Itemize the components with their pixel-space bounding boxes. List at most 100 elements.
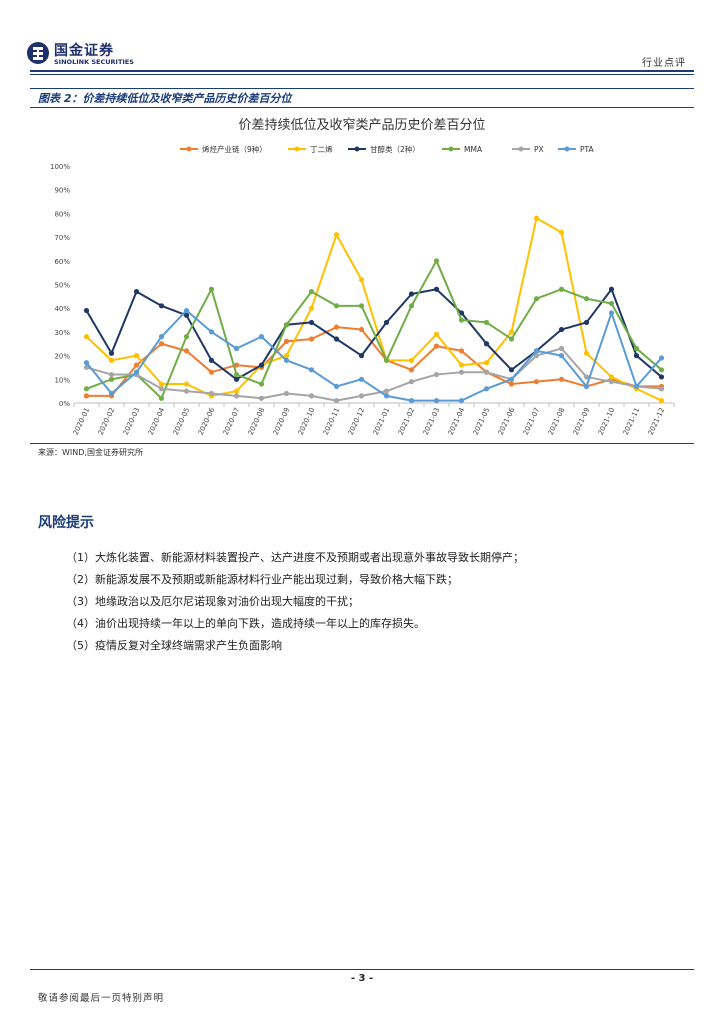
data-point <box>658 386 665 392</box>
data-point <box>258 381 265 387</box>
data-point <box>283 338 290 344</box>
series-line-1 <box>85 217 662 402</box>
data-point <box>158 341 165 347</box>
data-point <box>458 362 465 368</box>
data-point <box>158 381 165 387</box>
legend-label: 烯烃产业链（9种） <box>202 144 267 154</box>
data-point <box>608 310 615 316</box>
data-point <box>508 329 515 335</box>
x-tick-label: 2020-05 <box>172 406 192 436</box>
data-point <box>283 322 290 328</box>
header-divider-thin <box>30 74 694 75</box>
data-point <box>458 348 465 354</box>
sinolink-logo-icon <box>27 42 49 64</box>
data-point <box>508 367 515 373</box>
x-tick-label: 2020-07 <box>222 406 242 436</box>
data-point <box>308 367 315 373</box>
data-point <box>408 379 415 385</box>
data-point <box>533 353 540 359</box>
page-number: - 3 - <box>350 973 374 984</box>
data-point <box>408 303 415 309</box>
data-point <box>558 326 565 333</box>
data-point <box>408 398 415 404</box>
x-tick-label: 2020-01 <box>72 406 92 436</box>
data-point <box>433 371 440 378</box>
data-point <box>383 388 390 394</box>
data-point <box>183 388 190 394</box>
data-point <box>358 393 365 399</box>
x-tick-label: 2020-11 <box>322 406 342 436</box>
data-point <box>233 371 240 378</box>
company-logo: 国金证券 SINOLINK SECURITIES <box>26 40 136 70</box>
data-point <box>633 383 640 390</box>
data-point <box>283 390 290 397</box>
risk-item: （2）新能源发展不及预期或新能源材料行业产能出现过剩，导致价格大幅下跌； <box>66 573 458 586</box>
data-point <box>158 334 165 340</box>
data-point <box>608 374 615 380</box>
y-tick-label: 90% <box>54 187 70 195</box>
data-point <box>383 393 390 399</box>
data-point <box>608 379 615 385</box>
data-point <box>608 300 615 307</box>
data-point <box>383 319 390 326</box>
legend-marker-3 <box>448 146 454 152</box>
x-tick-label: 2021-06 <box>497 406 517 436</box>
x-tick-label: 2020-03 <box>122 406 142 436</box>
data-point <box>458 369 465 375</box>
y-tick-label: 40% <box>54 305 70 313</box>
data-point <box>533 296 540 302</box>
data-point <box>208 329 215 335</box>
x-tick-label: 2020-10 <box>297 406 317 436</box>
x-tick-label: 2020-08 <box>247 406 267 436</box>
y-tick-label: 0% <box>59 400 70 408</box>
footer-divider <box>30 969 694 970</box>
chart-title: 价差持续低位及收窄类产品历史价差百分位 <box>238 117 485 133</box>
risk-item: （5）疫情反复对全球终端需求产生负面影响 <box>66 639 282 652</box>
x-tick-label: 2020-02 <box>97 406 117 436</box>
data-point <box>583 383 590 390</box>
data-point <box>183 312 190 318</box>
data-point <box>108 357 115 363</box>
data-point <box>608 286 615 292</box>
data-point <box>658 367 665 373</box>
x-tick-label: 2020-06 <box>197 406 217 436</box>
data-point <box>83 364 90 371</box>
data-point <box>308 319 315 326</box>
data-point <box>83 360 90 366</box>
data-point <box>183 334 190 340</box>
chart-container: 价差持续低位及收窄类产品历史价差百分位 烯烃产业链（9种） 丁二烯 甘醇类（2种） MM… <box>30 107 694 442</box>
data-point <box>108 371 115 378</box>
data-point <box>333 383 340 390</box>
x-tick-label: 2020-04 <box>147 406 167 436</box>
logo-cn-text: 国金证券 <box>54 43 114 59</box>
data-point <box>583 374 590 380</box>
data-point <box>333 303 340 309</box>
data-point <box>658 398 665 404</box>
x-tick-label: 2021-08 <box>547 406 567 436</box>
data-point <box>333 336 340 342</box>
header-divider <box>30 70 694 72</box>
x-tick-label: 2021-12 <box>647 406 667 436</box>
data-point <box>533 215 540 221</box>
data-point <box>658 355 665 361</box>
data-point <box>358 326 365 333</box>
data-point <box>208 357 215 363</box>
figure-caption: 图表 2：价差持续低位及收窄类产品历史价差百分位 <box>38 92 292 105</box>
data-point <box>633 345 640 352</box>
data-point <box>433 343 440 349</box>
data-point <box>483 360 490 366</box>
y-tick-label: 60% <box>54 258 70 266</box>
x-tick-label: 2021-04 <box>447 406 467 436</box>
data-point <box>433 286 440 292</box>
legend-label: 甘醇类（2种） <box>370 144 420 154</box>
y-tick-label: 50% <box>54 282 70 290</box>
legend-marker-2 <box>354 146 360 152</box>
data-point <box>433 258 440 264</box>
data-point <box>158 303 165 309</box>
data-point <box>458 310 465 316</box>
data-point <box>133 289 140 295</box>
data-point <box>508 376 515 382</box>
data-point <box>233 393 240 399</box>
data-point <box>208 390 215 397</box>
